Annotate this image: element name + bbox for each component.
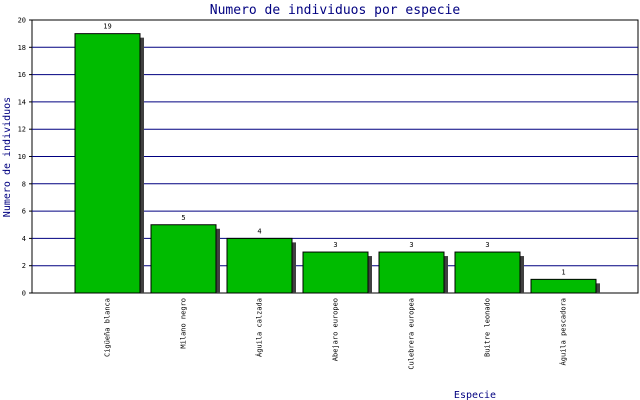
x-tick-label: Águila pescadora bbox=[559, 298, 568, 365]
bar bbox=[302, 251, 369, 294]
y-tick-label: 4 bbox=[22, 235, 26, 243]
bar bbox=[150, 224, 217, 294]
x-tick-label: Culebrera europea bbox=[408, 298, 416, 370]
y-tick-label: 6 bbox=[22, 208, 26, 216]
y-tick-label: 14 bbox=[18, 98, 26, 106]
data-label: 5 bbox=[181, 214, 185, 222]
y-tick-label: 2 bbox=[22, 262, 26, 270]
x-tick-label: Milano negro bbox=[180, 298, 188, 349]
x-axis-label: Especie bbox=[454, 390, 496, 400]
x-tick-label: Buitre leonado bbox=[484, 298, 492, 357]
y-tick-label: 16 bbox=[18, 71, 26, 79]
bar bbox=[378, 251, 445, 294]
y-tick-label: 20 bbox=[18, 17, 26, 25]
bar bbox=[74, 33, 141, 294]
data-label: 3 bbox=[333, 241, 337, 249]
data-label: 19 bbox=[103, 23, 111, 31]
y-tick-label: 0 bbox=[22, 290, 26, 298]
x-tick-label: Águila calzada bbox=[255, 298, 264, 357]
bar bbox=[454, 251, 521, 294]
chart-title: Numero de individuos por especie bbox=[210, 3, 461, 18]
x-tick-label: Abejaro europeo bbox=[332, 298, 340, 361]
y-tick-label: 18 bbox=[18, 44, 26, 52]
bar bbox=[226, 237, 293, 294]
x-tick-label: Cigüeña blanca bbox=[104, 298, 112, 357]
data-label: 3 bbox=[409, 241, 413, 249]
y-tick-label: 10 bbox=[18, 153, 26, 161]
y-tick-label: 12 bbox=[18, 126, 26, 134]
data-label: 4 bbox=[257, 227, 261, 235]
y-axis-label: Numero de individuos bbox=[2, 97, 13, 217]
y-tick-label: 8 bbox=[22, 180, 26, 188]
data-label: 3 bbox=[485, 241, 489, 249]
bar bbox=[530, 278, 597, 294]
data-label: 1 bbox=[561, 268, 565, 276]
